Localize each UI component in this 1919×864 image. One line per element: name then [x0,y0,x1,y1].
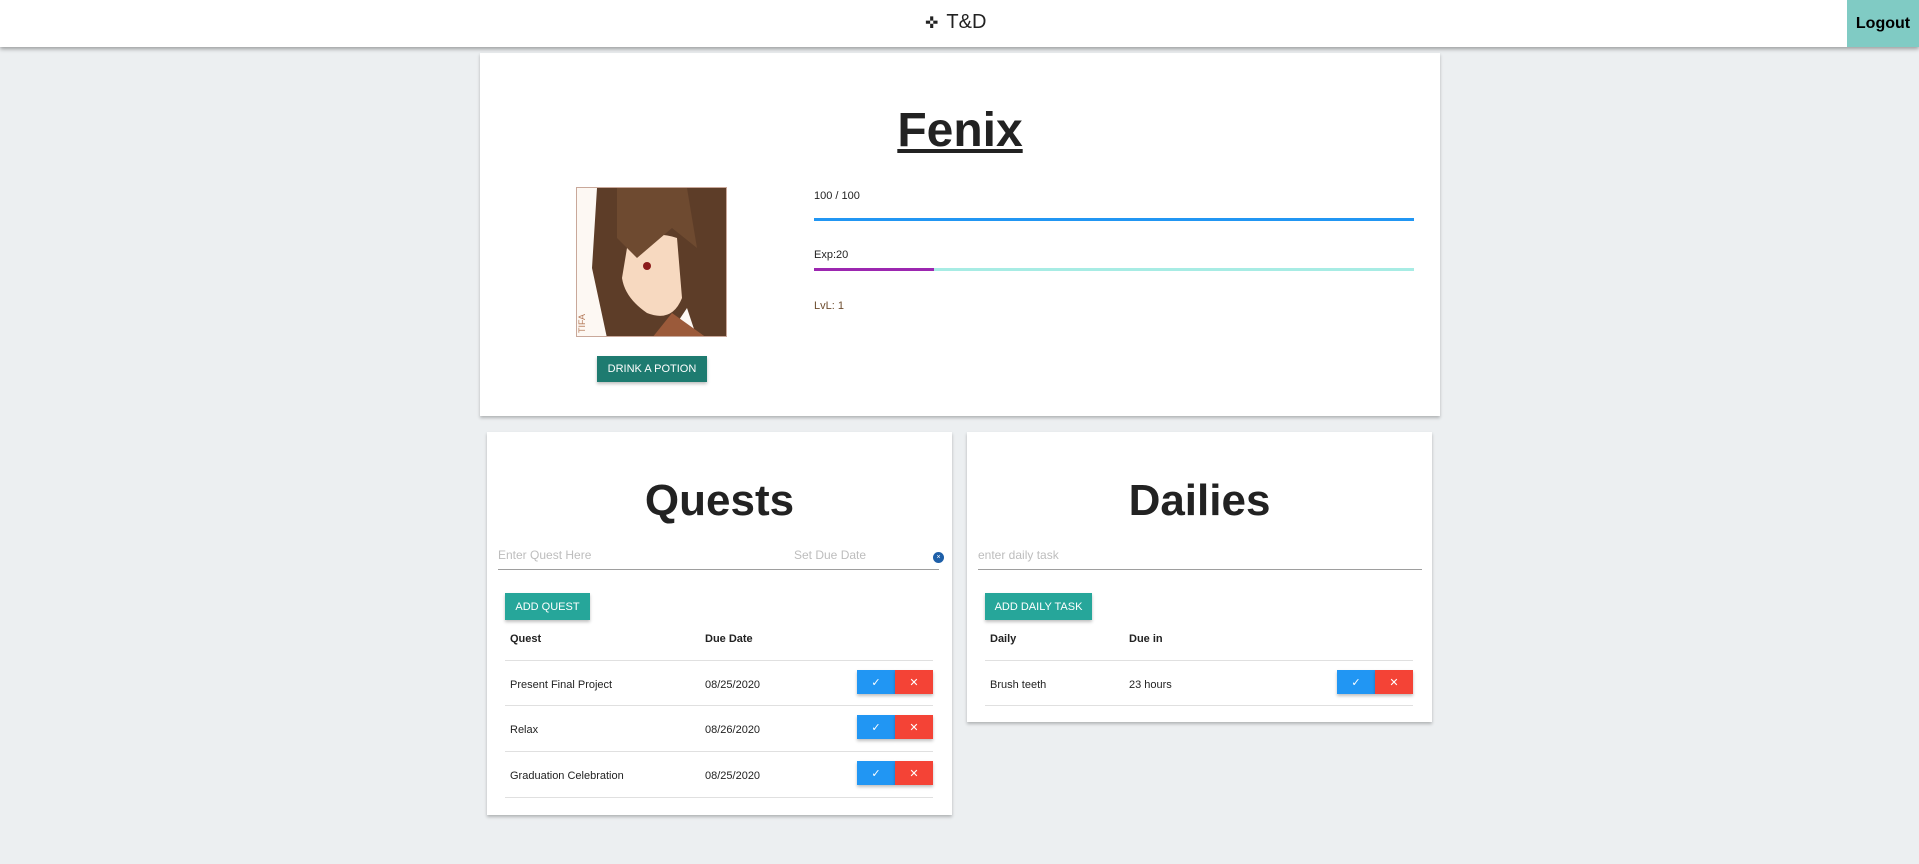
delete-button[interactable]: ✕ [895,670,933,694]
daily-input[interactable]: enter daily task [978,540,1422,570]
close-icon: ✕ [1389,676,1399,689]
gamepad-icon: ✜ [925,14,939,32]
row-due: 08/26/2020 [705,724,761,736]
delete-button[interactable]: ✕ [895,761,933,785]
quest-input-placeholder: Enter Quest Here [498,548,592,562]
close-icon: ✕ [909,676,919,689]
dailies-card: Dailies enter daily task ADD DAILY TASK … [967,432,1432,722]
row-due: 23 hours [1129,679,1172,691]
drink-potion-button[interactable]: DRINK A POTION [597,356,707,382]
quest-row: Graduation Celebration 08/25/2020 ✓ ✕ [505,752,933,798]
character-name: Fenix [897,104,1023,157]
logout-button[interactable]: Logout [1847,0,1919,47]
brand-label: T&D [946,11,987,33]
exp-bar [814,268,1414,271]
daily-row: Brush teeth 23 hours ✓ ✕ [985,660,1413,706]
hp-bar-fill [814,218,1414,221]
row-due: 08/25/2020 [705,679,761,691]
navbar: ✜ T&D Logout [0,0,1919,47]
close-icon: ✕ [909,721,919,734]
check-icon: ✓ [871,721,881,734]
row-due: 08/25/2020 [705,770,761,782]
daily-input-placeholder: enter daily task [978,548,1059,562]
due-date-column-header: Due Date [705,633,753,645]
exp-text: Exp:20 [814,249,849,261]
exp-bar-fill [814,268,934,271]
avatar-watermark: TIFA [577,314,587,333]
delete-button[interactable]: ✕ [1375,670,1413,694]
brand[interactable]: ✜ T&D [925,11,986,34]
quest-column-header: Quest [510,633,542,645]
quests-card: Quests Enter Quest Here Set Due Date × A… [487,432,952,815]
profile-card: Fenix TIFA DRINK A POTION 100 / 100 Exp:… [480,53,1440,416]
quests-title: Quests [644,476,795,525]
quest-row: Relax 08/26/2020 ✓ ✕ [505,706,933,752]
row-name: Present Final Project [510,679,613,691]
check-icon: ✓ [871,676,881,689]
row-name: Relax [510,724,539,736]
complete-button[interactable]: ✓ [1337,670,1375,694]
check-icon: ✓ [871,767,881,780]
row-name: Brush teeth [990,679,1047,691]
clear-date-icon[interactable]: × [933,552,944,563]
quest-row: Present Final Project 08/25/2020 ✓ ✕ [505,660,933,706]
hp-text: 100 / 100 [814,190,860,202]
row-name: Graduation Celebration [510,770,624,782]
add-quest-button[interactable]: ADD QUEST [505,593,590,620]
quest-input[interactable]: Enter Quest Here Set Due Date × [498,540,944,570]
complete-button[interactable]: ✓ [857,670,895,694]
complete-button[interactable]: ✓ [857,761,895,785]
due-date-picker[interactable]: Set Due Date [794,548,867,562]
dailies-title: Dailies [1128,476,1271,525]
check-icon: ✓ [1351,676,1361,689]
hp-bar [814,218,1414,221]
complete-button[interactable]: ✓ [857,715,895,739]
daily-column-header: Daily [990,633,1017,645]
avatar: TIFA [576,187,727,337]
add-daily-task-button[interactable]: ADD DAILY TASK [985,593,1092,620]
close-icon: ✕ [909,767,919,780]
delete-button[interactable]: ✕ [895,715,933,739]
due-in-column-header: Due in [1129,633,1163,645]
level-text: LvL: 1 [814,300,844,312]
